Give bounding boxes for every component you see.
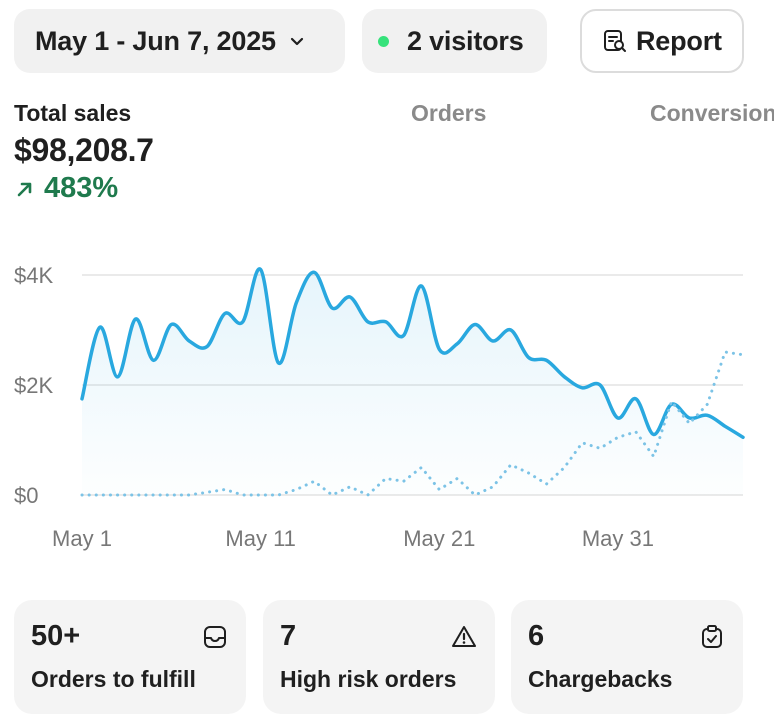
report-label: Report (636, 25, 722, 56)
action-cards: 50+ Orders to fulfill 7 High risk orders… (14, 600, 774, 714)
total-sales-change: 483% (14, 172, 118, 205)
x-tick-label: May 1 (52, 526, 112, 551)
sales-area-fill (82, 268, 743, 495)
tab-orders[interactable]: Orders (411, 100, 487, 126)
sales-chart: $0 $2K $4K May 1 May 11 May 21 May 31 (0, 250, 774, 560)
metrics-tabs: Total sales Orders Conversion $98,208.7 … (14, 100, 774, 210)
high-risk-orders-card[interactable]: 7 High risk orders (263, 600, 495, 714)
orders-to-fulfill-card[interactable]: 50+ Orders to fulfill (14, 600, 246, 714)
date-range-button[interactable]: May 1 - Jun 7, 2025 (14, 9, 345, 73)
chevron-down-icon (288, 32, 306, 50)
x-tick-label: May 21 (403, 526, 475, 551)
tab-conversion[interactable]: Conversion (650, 100, 774, 126)
chargebacks-card[interactable]: 6 Chargebacks (511, 600, 743, 714)
x-tick-label: May 11 (225, 526, 296, 551)
clipboard-check-icon (699, 624, 725, 650)
y-tick-label: $4K (14, 263, 53, 288)
inbox-icon (202, 624, 228, 650)
visitors-label: 2 visitors (407, 25, 524, 56)
y-tick-label: $0 (14, 483, 38, 508)
card-label: Chargebacks (528, 666, 673, 692)
live-dot-icon (378, 35, 389, 47)
tab-total-sales[interactable]: Total sales (14, 100, 132, 126)
sales-line-current (80, 267, 745, 440)
y-tick-label: $2K (14, 373, 53, 398)
date-range-label: May 1 - Jun 7, 2025 (35, 25, 276, 56)
x-tick-label: May 31 (582, 526, 654, 551)
card-value: 50+ (31, 620, 81, 652)
report-search-icon (602, 28, 628, 54)
toolbar: May 1 - Jun 7, 2025 2 visitors Report (14, 9, 774, 73)
card-value: 6 (528, 620, 545, 652)
report-button[interactable]: Report (580, 9, 744, 73)
card-label: Orders to fulfill (31, 666, 196, 692)
card-label: High risk orders (280, 666, 457, 692)
arrow-up-right-icon (14, 178, 36, 200)
total-sales-value: $98,208.7 (14, 132, 154, 168)
warning-icon (451, 624, 477, 650)
change-percent: 483% (44, 172, 119, 204)
live-visitors-button[interactable]: 2 visitors (362, 9, 547, 73)
sales-chart-svg: $0 $2K $4K May 1 May 11 May 21 May 31 (14, 263, 745, 551)
card-value: 7 (280, 620, 297, 652)
